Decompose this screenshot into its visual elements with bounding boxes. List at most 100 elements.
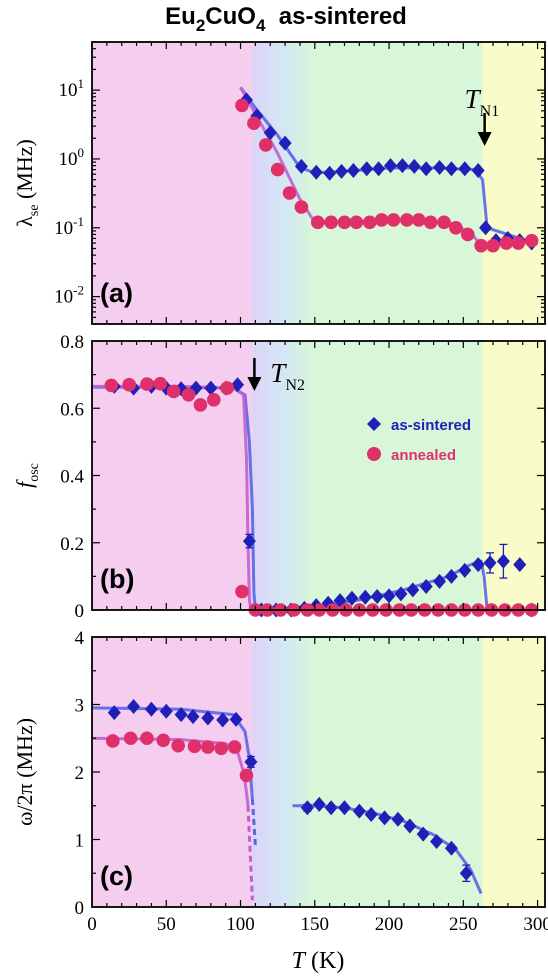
arrowhead-TN2 — [247, 377, 262, 391]
data-point-as-sintered — [204, 380, 218, 396]
region-gradient — [252, 637, 312, 907]
data-point-as-sintered — [513, 557, 527, 573]
data-point-as-sintered — [444, 161, 458, 177]
fit-line-as-sintered — [292, 804, 483, 895]
data-point-as-sintered — [159, 703, 173, 719]
data-point-as-sintered — [382, 588, 396, 604]
data-point-annealed — [140, 377, 154, 391]
x-tick-label: 150 — [301, 914, 330, 935]
panel-b: 0 0.2 0.4 0.6 0.8 fosc (b) TN2 as-sintered anneal… — [12, 332, 546, 622]
legend-marker-as-sintered — [367, 417, 381, 431]
data-point-annealed — [153, 376, 168, 391]
data-point-as-sintered — [483, 555, 497, 571]
region-high — [482, 637, 545, 907]
data-point-as-sintered — [433, 160, 447, 176]
data-point-as-sintered — [263, 125, 277, 141]
data-point-annealed — [337, 215, 352, 230]
data-point-annealed — [474, 238, 488, 253]
data-point-annealed — [193, 398, 208, 412]
data-point-as-sintered — [394, 586, 408, 602]
data-point-annealed — [171, 738, 185, 753]
y-tick-label: 0.2 — [60, 534, 84, 555]
data-point-as-sintered — [242, 533, 256, 549]
data-point-as-sintered — [471, 162, 485, 178]
data-point-as-sintered — [300, 800, 314, 816]
data-point-annealed — [310, 215, 325, 230]
data-point-annealed — [374, 213, 389, 227]
data-point-as-sintered — [216, 712, 230, 728]
data-point-as-sintered — [201, 710, 215, 726]
data-point-as-sintered — [309, 164, 323, 180]
data-point-annealed — [524, 233, 539, 248]
x-tick-label: 250 — [449, 914, 478, 935]
data-point-annealed — [187, 739, 202, 754]
data-point-annealed — [324, 215, 338, 230]
data-point-annealed — [386, 213, 401, 227]
data-point-as-sintered — [250, 108, 264, 124]
x-tick-label: 50 — [157, 914, 176, 935]
y-axis-label: λse (MHz) — [12, 139, 42, 227]
data-point-as-sintered — [416, 826, 430, 842]
data-point-annealed — [511, 236, 526, 250]
data-point-as-sintered — [352, 803, 366, 819]
data-point-annealed — [400, 213, 414, 227]
data-point-annealed — [499, 236, 514, 250]
data-point-as-sintered — [324, 800, 338, 816]
legend-label-as-sintered: as-sintered — [391, 417, 471, 434]
data-point-annealed — [423, 215, 438, 230]
fit-dashed-annealed — [246, 805, 254, 901]
data-point-as-sintered — [403, 818, 417, 834]
data-point-as-sintered — [358, 589, 372, 605]
region-low — [92, 637, 253, 907]
data-point-as-sintered — [384, 158, 398, 174]
data-point-as-sintered — [459, 865, 473, 881]
data-point-annealed — [362, 215, 377, 230]
y-tick-label: 10-2 — [54, 283, 84, 308]
data-point-annealed — [122, 377, 136, 392]
data-point-as-sintered — [229, 711, 243, 727]
y-tick-label: 1 — [75, 831, 85, 852]
y-tick-label: 0 — [75, 898, 85, 919]
data-point-as-sintered — [458, 161, 472, 177]
y-tick-label: 100 — [59, 145, 85, 170]
y-tick-label: 101 — [59, 76, 85, 101]
panel-label: (c) — [100, 861, 133, 891]
y-axis-label: fosc — [12, 463, 42, 488]
data-point-annealed — [201, 740, 215, 754]
data-point-annealed — [227, 740, 242, 754]
data-point-as-sintered — [407, 158, 421, 174]
legend-marker-annealed — [367, 447, 381, 461]
data-point-annealed — [181, 388, 196, 402]
y-tick-label: 3 — [75, 696, 85, 717]
data-point-as-sintered — [430, 834, 444, 850]
panel-label: (a) — [100, 278, 133, 308]
data-point-annealed — [105, 734, 120, 748]
data-point-annealed — [349, 215, 364, 230]
arrowhead-TN1 — [477, 132, 492, 146]
figure-title: Eu2CuO4 as-sintered — [165, 3, 407, 35]
y-tick-label: 0.8 — [60, 332, 84, 353]
data-point-annealed — [460, 227, 475, 242]
data-point-annealed — [166, 384, 181, 399]
panel-c: 0 1 2 3 4 ω/2π (MHz) (c) 0 50 100 150 200 250 300 — [12, 628, 548, 935]
x-tick-label: 200 — [375, 914, 404, 935]
data-point-as-sintered — [419, 161, 433, 177]
y-tick-label: 0 — [75, 601, 85, 622]
data-point-as-sintered — [186, 709, 200, 725]
fit-dashed-as-sintered — [250, 798, 257, 847]
data-point-as-sintered — [174, 707, 188, 723]
data-point-as-sintered — [346, 162, 360, 178]
y-tick-label: 2 — [75, 763, 85, 784]
x-tick-label: 300 — [523, 914, 548, 935]
region-high — [482, 42, 545, 324]
y-tick-label: 10-1 — [54, 214, 84, 239]
region-gradient — [252, 42, 312, 324]
data-point-annealed — [449, 220, 463, 235]
data-point-as-sintered — [244, 754, 258, 770]
data-point-as-sintered — [406, 582, 420, 598]
data-point-as-sintered — [312, 796, 326, 812]
data-point-as-sintered — [335, 163, 349, 179]
data-point-annealed — [156, 733, 171, 748]
svg-text:Eu2CuO4 as-sintered: Eu2CuO4 as-sintered — [165, 3, 407, 35]
